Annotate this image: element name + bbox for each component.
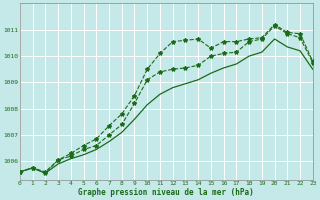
X-axis label: Graphe pression niveau de la mer (hPa): Graphe pression niveau de la mer (hPa) — [78, 188, 254, 197]
